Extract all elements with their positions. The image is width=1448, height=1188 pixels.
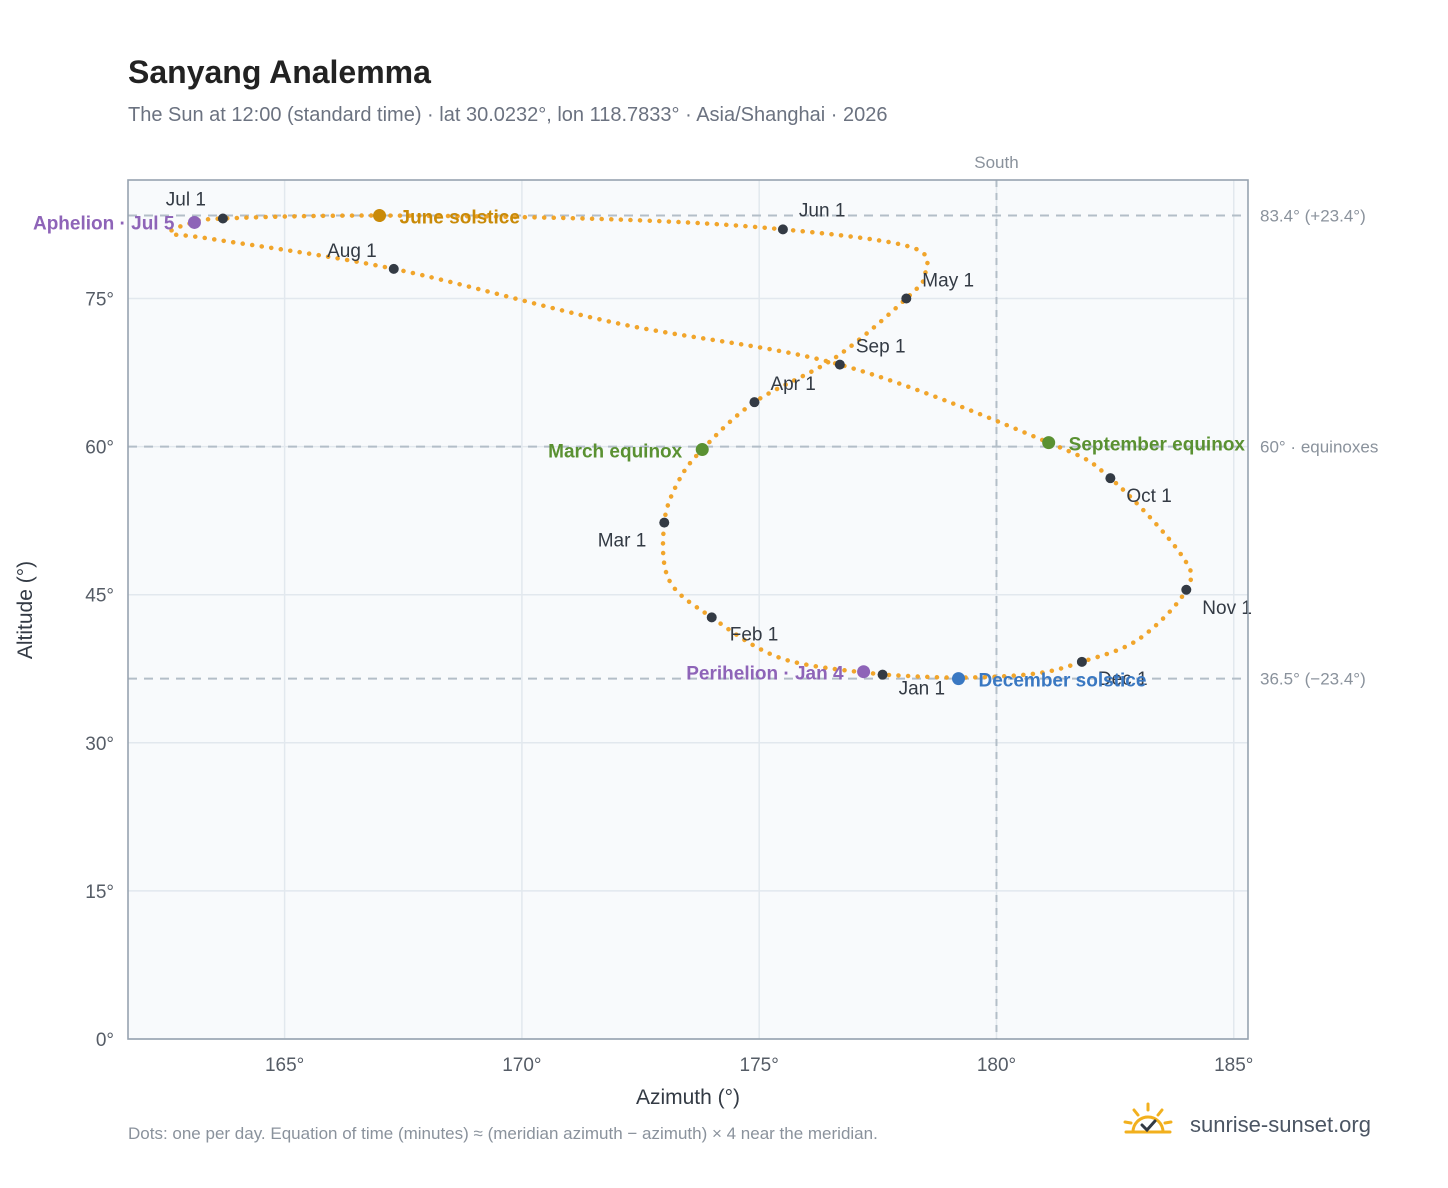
- event-label: March equinox: [548, 442, 683, 463]
- event-marker: [187, 215, 201, 229]
- month-label: May 1: [922, 270, 974, 291]
- x-tick-label: 165°: [265, 1055, 304, 1076]
- month-label: Dec 1: [1098, 669, 1148, 690]
- y-tick-label: 0°: [96, 1030, 114, 1051]
- month-marker: [706, 612, 717, 623]
- event-markers: Aphelion · Jul 5 June solstice March equin…: [33, 208, 1245, 692]
- month-marker: [388, 263, 399, 274]
- y-tick-label: 30°: [85, 734, 114, 755]
- chart-subtitle: The Sun at 12:00 (standard time) · lat 3…: [128, 104, 888, 126]
- event-label: Aphelion · Jul 5: [33, 213, 175, 234]
- month-marker: [777, 224, 788, 235]
- x-tick-label: 170°: [502, 1055, 541, 1076]
- event-label: June solstice: [400, 208, 520, 229]
- reference-line-label: 60° · equinoxes: [1260, 438, 1378, 457]
- event-marker: [695, 443, 709, 457]
- sun-path: [167, 213, 1194, 680]
- daily-sun-dots: [167, 213, 1194, 680]
- y-axis-label: Altitude (°): [14, 561, 37, 659]
- month-markers: Jan 1 Feb 1 Mar 1 Apr 1 May 1 Jun 1 Jul 1 Aug 1…: [166, 190, 1252, 700]
- month-marker: [1105, 473, 1116, 484]
- month-marker: [877, 669, 888, 680]
- event-marker: [857, 665, 871, 679]
- x-axis-label: Azimuth (°): [636, 1086, 740, 1109]
- month-marker: [217, 213, 228, 224]
- month-label: Nov 1: [1202, 598, 1252, 619]
- reference-line-label: 36.5° (−23.4°): [1260, 670, 1366, 689]
- month-label: Mar 1: [598, 531, 647, 552]
- plot-frame: [127, 179, 1249, 1040]
- brand-logo[interactable]: sunrise-sunset.org: [1120, 1100, 1390, 1150]
- month-label: Aug 1: [327, 241, 377, 262]
- axes: 165° 170° 175° 180° 185° 0° 15° 30° 45° 60° 75°: [85, 289, 1253, 1076]
- month-label: Feb 1: [730, 624, 779, 645]
- y-tick-label: 60°: [85, 438, 114, 459]
- x-tick-label: 175°: [740, 1055, 779, 1076]
- event-marker: [373, 209, 387, 223]
- event-label: September equinox: [1069, 435, 1246, 456]
- month-label: Jun 1: [799, 200, 845, 221]
- month-label: Sep 1: [856, 337, 906, 358]
- reference-line-label: 83.4° (+23.4°): [1260, 207, 1366, 226]
- month-marker: [1181, 584, 1192, 595]
- plot-background: [128, 180, 1248, 1039]
- month-label: Jan 1: [899, 679, 945, 700]
- event-marker: [952, 672, 966, 686]
- footnote: Dots: one per day. Equation of time (min…: [128, 1124, 878, 1143]
- month-marker: [659, 517, 670, 528]
- month-marker: [1076, 656, 1087, 667]
- month-label: Oct 1: [1126, 486, 1171, 507]
- chart-title: Sanyang Analemma: [128, 54, 431, 90]
- month-label: Apr 1: [770, 374, 815, 395]
- event-label: Perihelion · Jan 4: [686, 664, 844, 685]
- event-marker: [1042, 436, 1056, 450]
- x-tick-label: 180°: [977, 1055, 1016, 1076]
- sun-check-icon: [1123, 1102, 1173, 1134]
- y-tick-label: 15°: [85, 882, 114, 903]
- y-tick-label: 45°: [85, 586, 114, 607]
- month-marker: [834, 359, 845, 370]
- event-label: December solstice: [979, 671, 1147, 692]
- month-label: Jul 1: [166, 190, 206, 211]
- month-marker: [749, 397, 760, 408]
- month-marker: [901, 293, 912, 304]
- brand-text: sunrise-sunset.org: [1190, 1112, 1371, 1137]
- meridian-label: South: [974, 153, 1018, 172]
- y-tick-label: 75°: [85, 289, 114, 310]
- x-tick-label: 185°: [1214, 1055, 1253, 1076]
